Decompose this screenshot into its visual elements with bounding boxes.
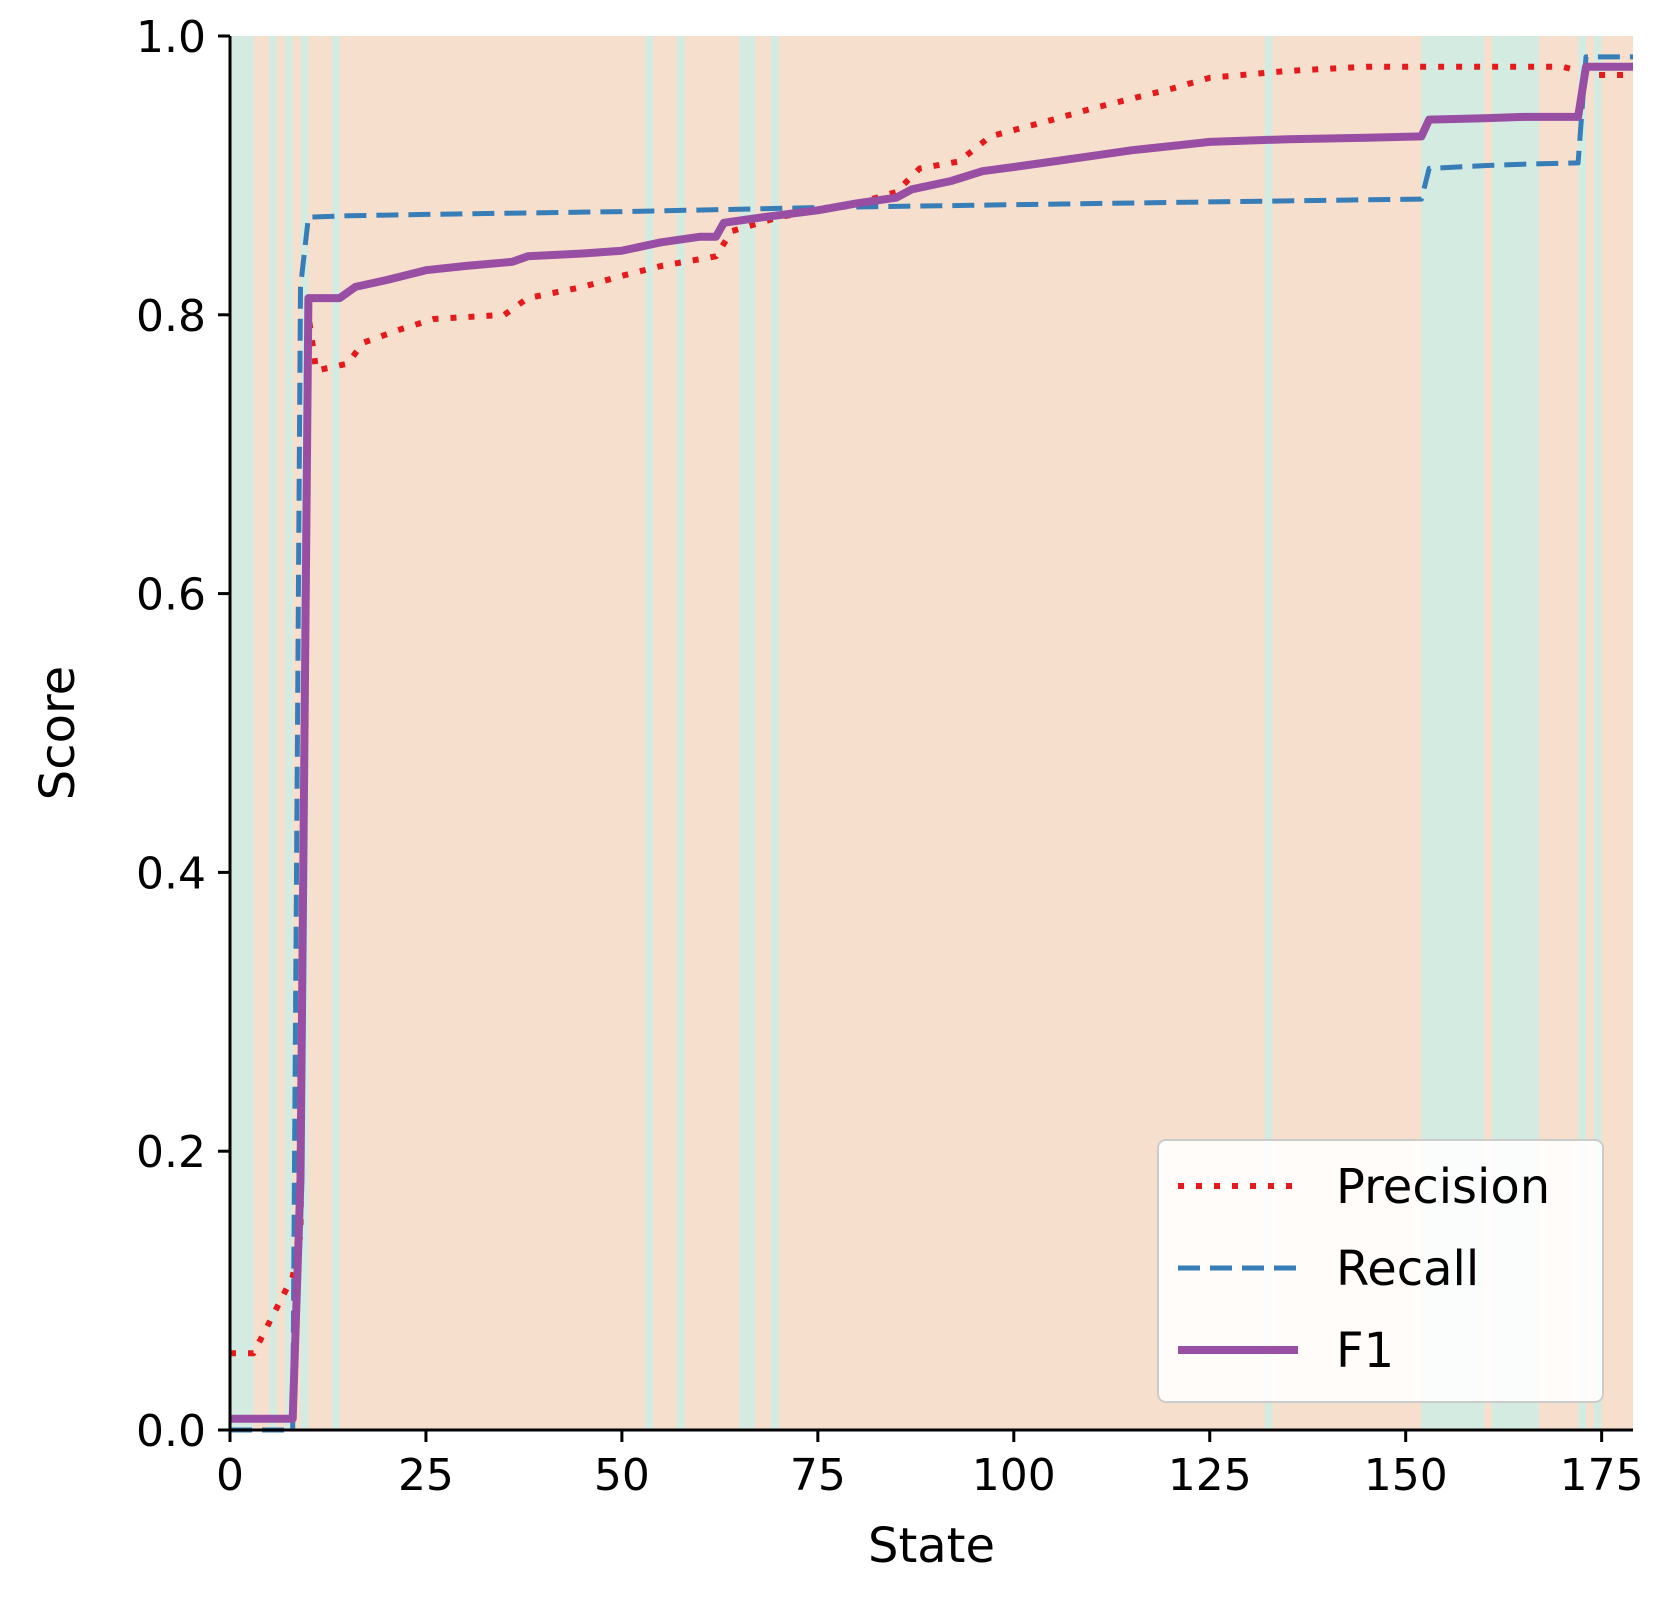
y-tick-label: 0.0	[136, 1406, 206, 1457]
x-tick-label: 75	[790, 1450, 846, 1501]
x-tick-label: 50	[594, 1450, 650, 1501]
y-axis-title: Score	[30, 666, 86, 800]
legend-box	[1157, 1139, 1604, 1403]
tick-labels: 0 25 50 75 100 125 150 175 0.0 0.2 0.4 0.6 0.8 1.0	[136, 12, 1644, 1501]
legend: Precision Recall F1	[1157, 1139, 1604, 1403]
legend-label-precision: Precision	[1336, 1159, 1550, 1215]
teal-band	[230, 36, 254, 1430]
teal-band	[676, 36, 685, 1430]
y-tick-label: 0.4	[136, 848, 206, 899]
teal-band	[269, 36, 278, 1430]
series-lines	[230, 54, 1633, 1433]
teal-band	[770, 36, 779, 1430]
x-tick-label: 0	[216, 1450, 244, 1501]
teal-band	[1491, 36, 1508, 1430]
x-tick-label: 175	[1560, 1450, 1644, 1501]
x-tick-label: 125	[1168, 1450, 1252, 1501]
legend-label-recall: Recall	[1336, 1241, 1479, 1297]
x-tick-label: 100	[972, 1450, 1056, 1501]
x-axis-title: State	[868, 1518, 995, 1574]
axes	[218, 34, 1633, 1442]
series-line-f1	[230, 62, 1633, 1423]
y-tick-label: 0.8	[136, 291, 206, 342]
teal-band	[1593, 36, 1602, 1430]
series-line-precision	[230, 63, 1633, 1357]
teal-band	[331, 36, 340, 1430]
teal-band	[1264, 36, 1273, 1430]
teal-band	[1578, 36, 1586, 1430]
series-line-recall	[230, 54, 1633, 1433]
teal-band	[1421, 36, 1438, 1430]
y-tick-label: 0.6	[136, 570, 206, 621]
y-tick-label: 1.0	[136, 12, 206, 63]
x-tick-label: 25	[398, 1450, 454, 1501]
teal-band	[284, 36, 293, 1430]
x-tick-label: 150	[1364, 1450, 1448, 1501]
y-tick-label: 0.2	[136, 1127, 206, 1178]
teal-band	[739, 36, 756, 1430]
teal-band	[645, 36, 654, 1430]
legend-label-f1: F1	[1336, 1323, 1394, 1379]
